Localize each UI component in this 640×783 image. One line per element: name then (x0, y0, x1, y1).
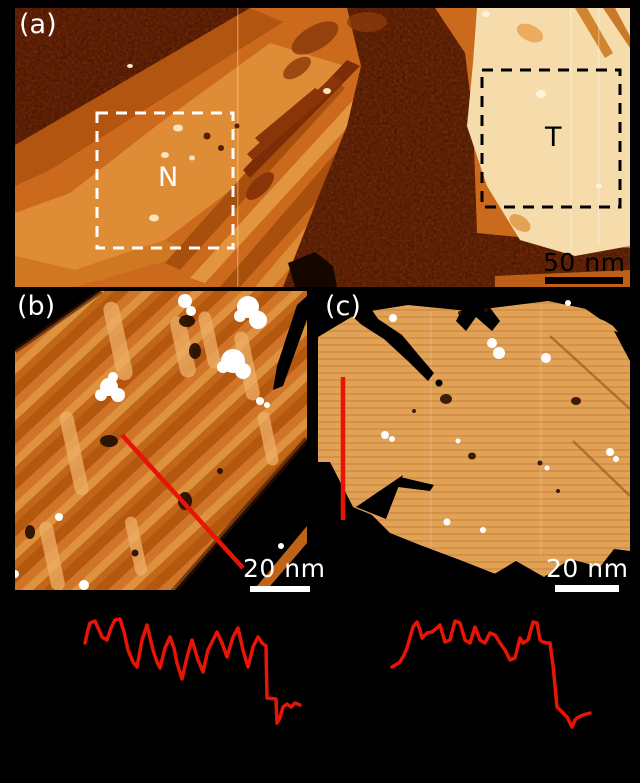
profile-line-b (120, 433, 245, 570)
roi-box-n (95, 111, 235, 250)
stm-image-c (318, 291, 630, 592)
stm-terrain-c (318, 291, 630, 592)
vacancy-inlets-c (318, 291, 630, 592)
pits-a (203, 123, 240, 151)
profile-curve-b (83, 617, 302, 725)
line-profiles (0, 590, 640, 783)
scalebar-a (545, 277, 623, 284)
step-streaks-a (243, 60, 360, 200)
panel-b-label: (b) (17, 291, 56, 322)
step-lines-c (549, 335, 630, 497)
adsorbate-dots-a (127, 11, 602, 222)
scalebar-c-text: 20 nm (546, 554, 629, 583)
scalebar-b (250, 586, 310, 592)
profiles-plot (83, 617, 592, 729)
roi-t-label: T (545, 122, 562, 153)
stm-image-a (15, 8, 630, 287)
stm-terrain-a (15, 8, 630, 287)
scalebar-c (555, 585, 619, 592)
stm-image-b (15, 291, 307, 592)
panel-a-label: (a) (19, 9, 57, 40)
scalebar-a-text: 50 nm (543, 248, 626, 277)
profile-curve-c (390, 619, 592, 729)
roi-box-t (480, 68, 622, 209)
scalebar-b-text: 20 nm (243, 554, 326, 583)
stm-terrain-b (15, 291, 307, 592)
pits-c (412, 308, 581, 493)
adsorbate-blobs-c (381, 300, 619, 533)
cream-terrace-details (509, 8, 630, 248)
roi-n-label: N (158, 162, 179, 193)
panel-c-label: (c) (325, 291, 361, 322)
adsorbate-blobs-b (15, 294, 284, 590)
